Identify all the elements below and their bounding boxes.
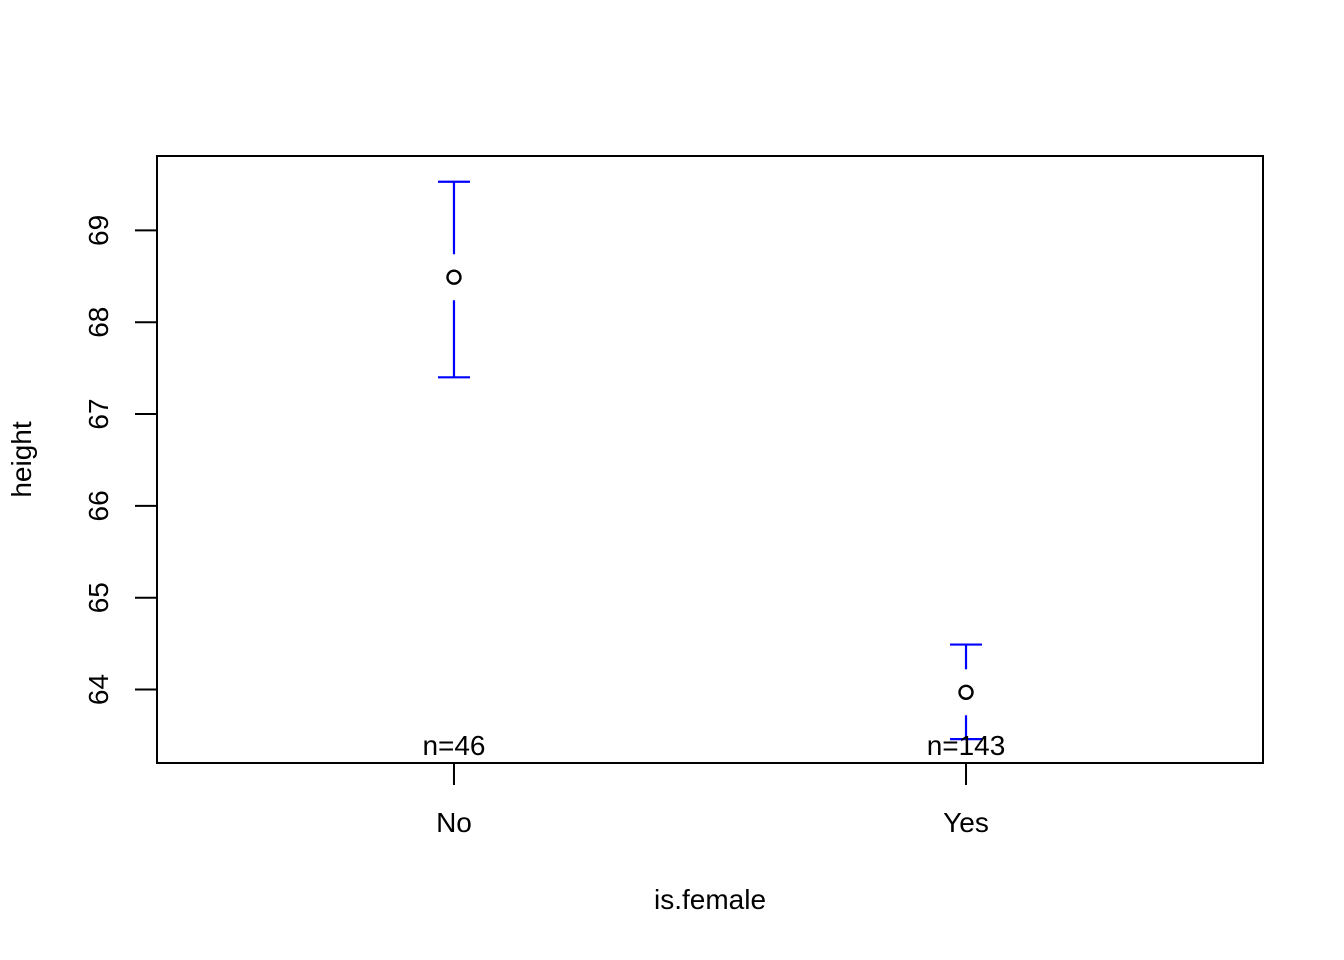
x-axis-title: is.female: [654, 884, 766, 915]
x-axis-tick-label: No: [436, 807, 472, 838]
y-axis-tick-label: 69: [83, 215, 114, 246]
y-axis-tick-label: 67: [83, 398, 114, 429]
y-axis-title: height: [6, 421, 37, 498]
sample-size-label: n=143: [927, 730, 1006, 761]
x-axis-tick-label: Yes: [943, 807, 989, 838]
mean-point: [446, 269, 462, 285]
y-axis-tick-label: 65: [83, 582, 114, 613]
y-axis-tick-label: 66: [83, 490, 114, 521]
mean-point: [958, 684, 974, 700]
sample-size-label: n=46: [422, 730, 485, 761]
plot-box: [156, 155, 1264, 764]
y-axis-tick-label: 68: [83, 307, 114, 338]
y-axis-tick-label: 64: [83, 674, 114, 705]
